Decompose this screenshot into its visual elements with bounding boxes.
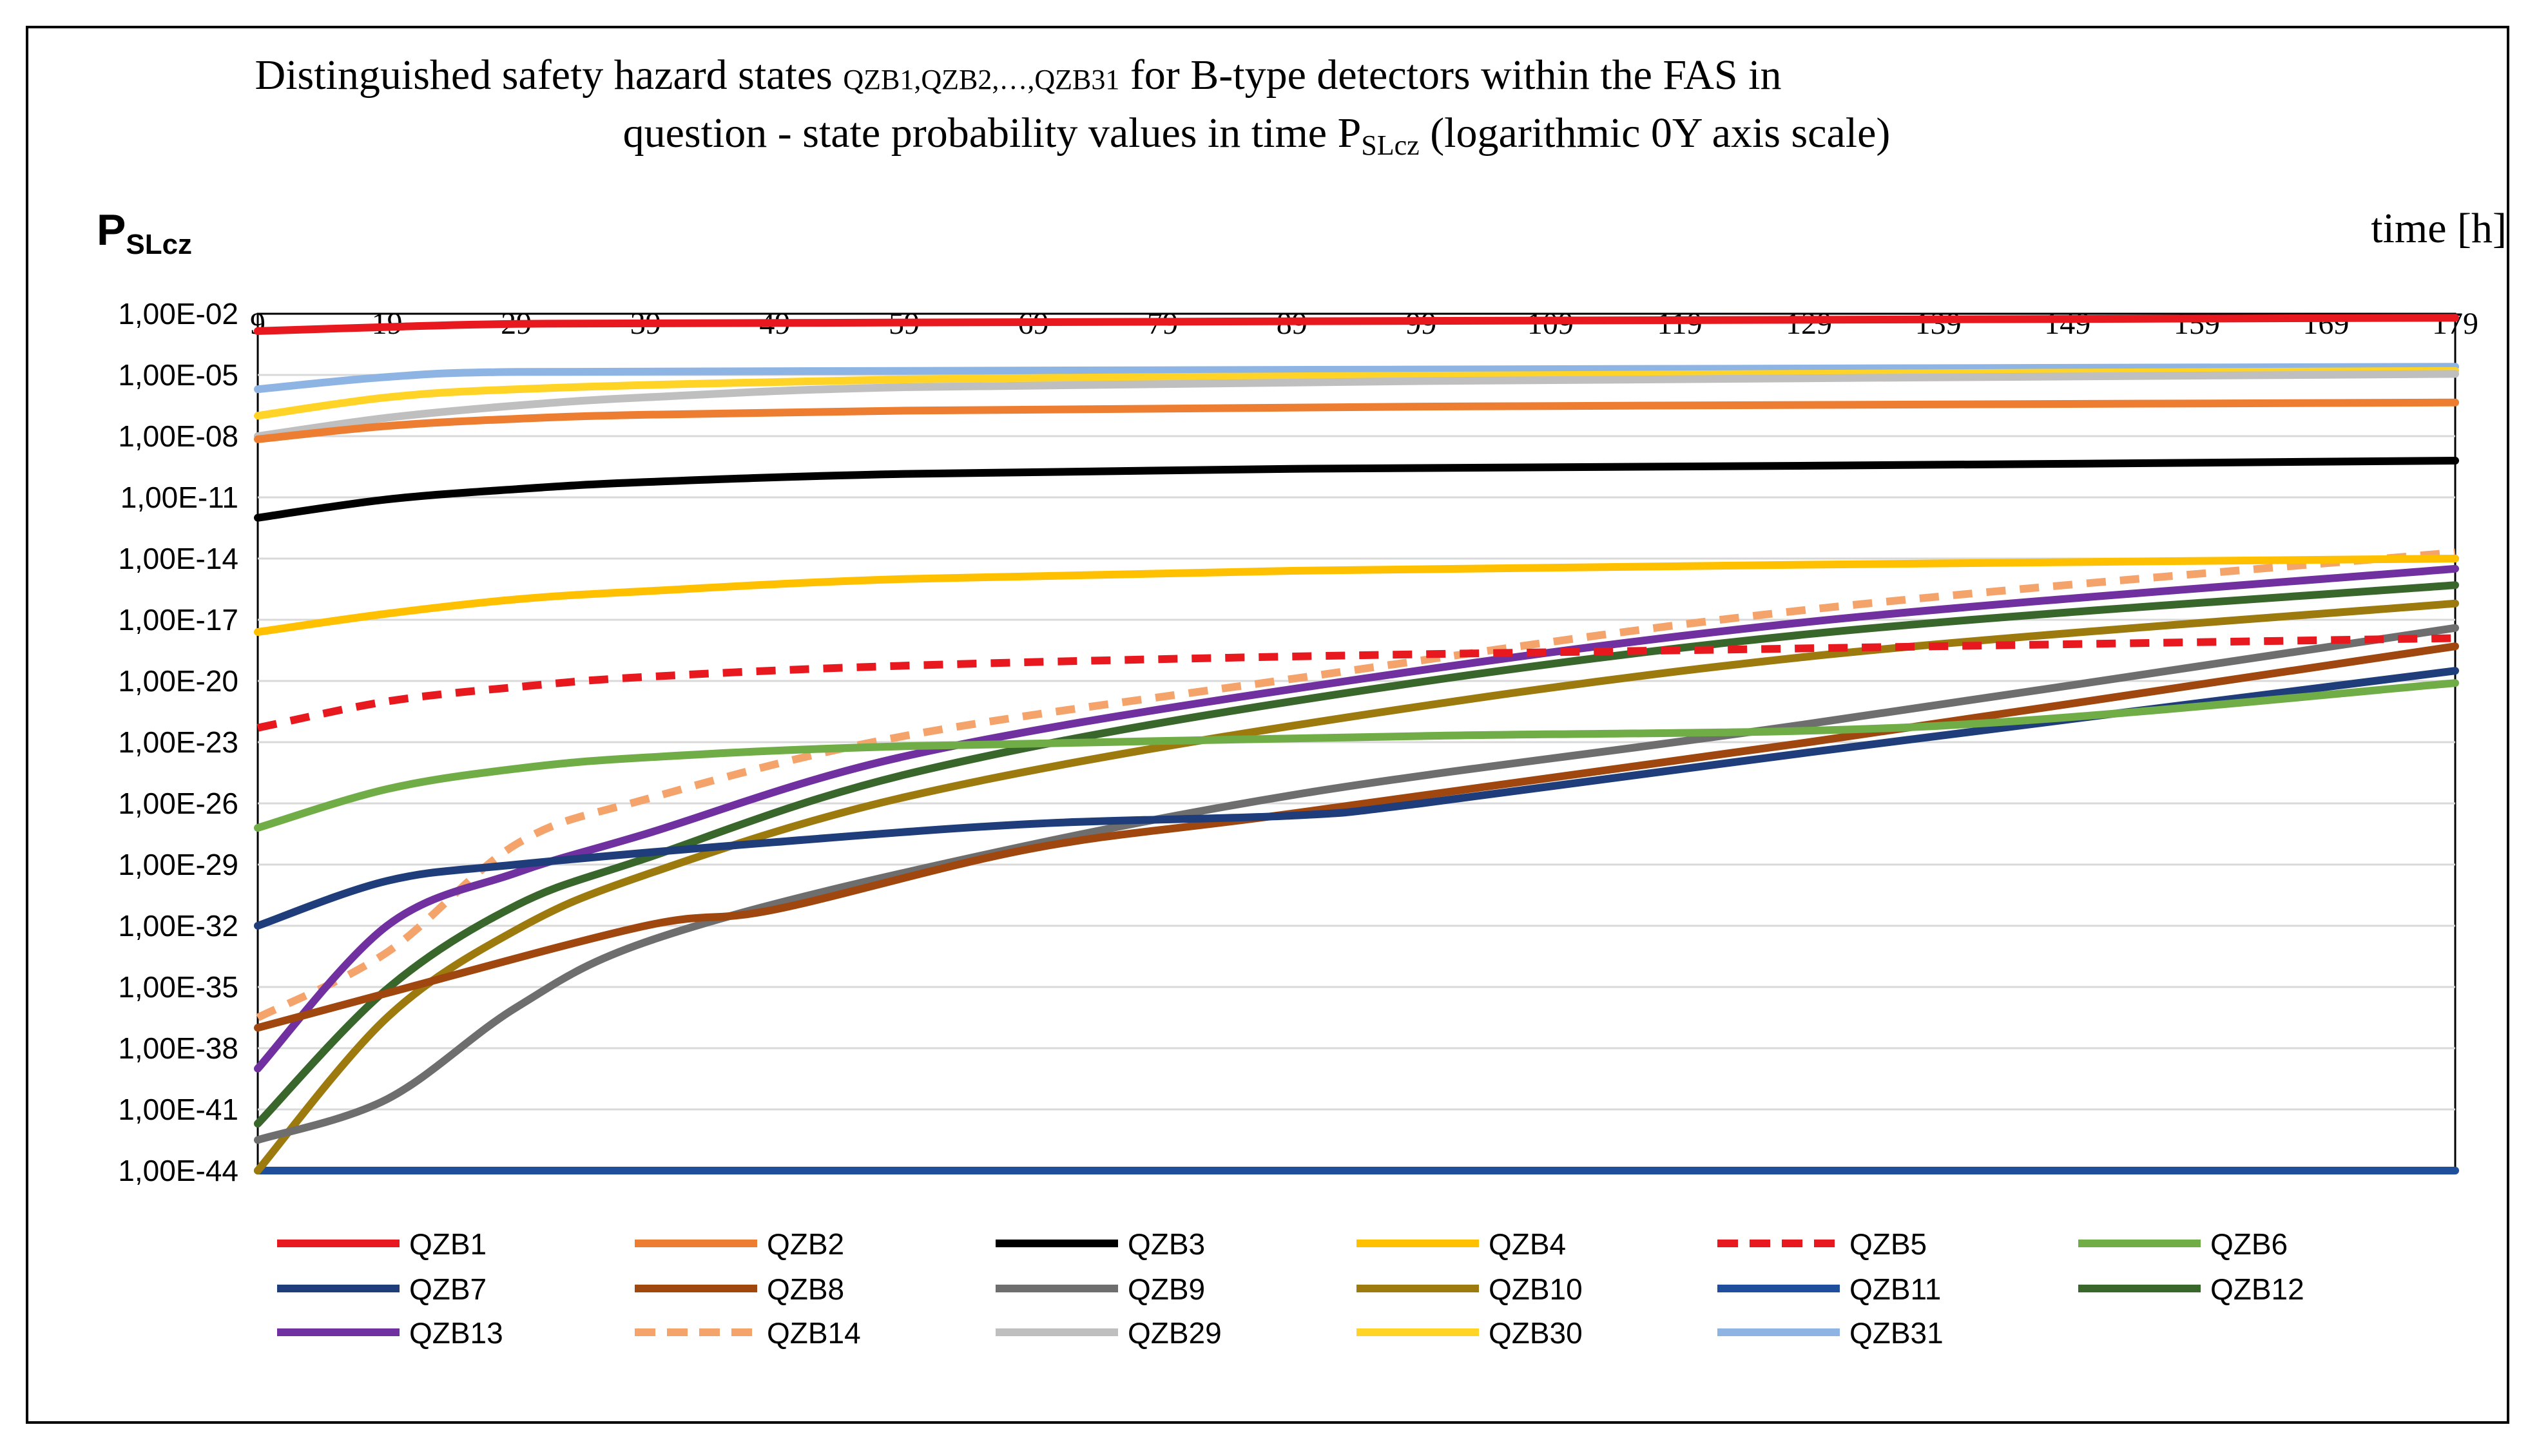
legend-item-qzb8: QZB8 bbox=[635, 1272, 844, 1306]
y-tick-label: 1,00E-26 bbox=[118, 787, 238, 820]
y-tick-label: 1,00E-29 bbox=[118, 848, 238, 881]
legend-label: QZB12 bbox=[2210, 1272, 2304, 1306]
x-tick-label: 169 bbox=[2302, 307, 2349, 341]
legend-item-qzb7: QZB7 bbox=[277, 1272, 487, 1306]
chart-title-line1: Distinguished safety hazard states QZB1,… bbox=[255, 52, 1782, 99]
legend-item-qzb9: QZB9 bbox=[996, 1272, 1205, 1306]
series-lines bbox=[254, 314, 2459, 1175]
y-tick-label: 1,00E-14 bbox=[118, 542, 238, 575]
y-tick-label: 1,00E-38 bbox=[118, 1031, 238, 1065]
x-tick-label: 9 bbox=[250, 307, 265, 341]
y-axis-label: PSLcz bbox=[97, 206, 192, 260]
legend-item-qzb6: QZB6 bbox=[2078, 1227, 2288, 1261]
legend-label: QZB4 bbox=[1489, 1227, 1566, 1261]
legend-item-qzb11: QZB11 bbox=[1717, 1272, 1941, 1306]
y-tick-label: 1,00E-35 bbox=[118, 970, 238, 1004]
x-tick-label: 139 bbox=[1915, 307, 1962, 341]
y-tick-label: 1,00E-32 bbox=[118, 909, 238, 943]
x-tick-label: 179 bbox=[2432, 307, 2478, 341]
legend-label: QZB2 bbox=[767, 1227, 844, 1261]
legend-label: QZB30 bbox=[1489, 1316, 1583, 1350]
series-line-qzb29 bbox=[254, 370, 2459, 440]
legend-label: QZB29 bbox=[1128, 1316, 1222, 1350]
y-tick-label: 1,00E-05 bbox=[118, 358, 238, 392]
legend-label: QZB10 bbox=[1489, 1272, 1583, 1306]
y-tick-label: 1,00E-17 bbox=[118, 603, 238, 637]
legend-item-qzb2: QZB2 bbox=[635, 1227, 844, 1261]
y-tick-label: 1,00E-11 bbox=[121, 481, 238, 514]
legend-label: QZB31 bbox=[1849, 1316, 1944, 1350]
legend-label: QZB3 bbox=[1128, 1227, 1205, 1261]
series-line-qzb30 bbox=[254, 367, 2459, 420]
series-line-qzb31 bbox=[254, 363, 2459, 394]
y-tick-label: 1,00E-23 bbox=[118, 725, 238, 759]
series-line-qzb2 bbox=[254, 398, 2459, 443]
legend-label: QZB6 bbox=[2210, 1227, 2288, 1261]
x-tick-label: 129 bbox=[1786, 307, 1832, 341]
series-line-qzb13 bbox=[254, 564, 2459, 1073]
y-tick-label: 1,00E-02 bbox=[118, 297, 238, 330]
series-line-qzb12 bbox=[254, 581, 2459, 1128]
x-tick-label: 159 bbox=[2174, 307, 2220, 341]
series-line-qzb7 bbox=[254, 667, 2459, 930]
legend-item-qzb14: QZB14 bbox=[635, 1316, 861, 1350]
legend-item-qzb13: QZB13 bbox=[277, 1316, 503, 1350]
y-tick-label: 1,00E-41 bbox=[118, 1093, 238, 1126]
series-line-qzb1 bbox=[254, 314, 2459, 335]
x-tick-labels: 9 19 29 39 49 59 69 79 89 99 109 119 129 139 149 159 169… bbox=[250, 307, 2478, 341]
legend-item-qzb29: QZB29 bbox=[996, 1316, 1222, 1350]
y-tick-labels: 1,00E-02 1,00E-05 1,00E-08 1,00E-11 1,00E-14… bbox=[118, 297, 238, 1187]
legend-label: QZB14 bbox=[767, 1316, 861, 1350]
legend-item-qzb31: QZB31 bbox=[1717, 1316, 1944, 1350]
legend-label: QZB8 bbox=[767, 1272, 844, 1306]
x-axis-label: time [h] bbox=[2371, 205, 2507, 252]
legend-item-qzb30: QZB30 bbox=[1356, 1316, 1583, 1350]
legend-item-qzb5: QZB5 bbox=[1717, 1227, 1927, 1261]
series-line-qzb4 bbox=[254, 555, 2459, 636]
legend-label: QZB1 bbox=[409, 1227, 487, 1261]
legend-label: QZB7 bbox=[409, 1272, 487, 1306]
series-line-qzb5 bbox=[256, 634, 2456, 732]
legend-label: QZB13 bbox=[409, 1316, 503, 1350]
legend: QZB1 QZB2 QZB3 QZB4 QZB5 QZB6 QZB7 QZB8 QZB9 QZB1… bbox=[277, 1227, 2304, 1350]
legend-item-qzb10: QZB10 bbox=[1356, 1272, 1583, 1306]
legend-item-qzb12: QZB12 bbox=[2078, 1272, 2304, 1306]
chart-title-line2: question - state probability values in t… bbox=[623, 110, 1891, 161]
legend-item-qzb3: QZB3 bbox=[996, 1227, 1205, 1261]
legend-label: QZB5 bbox=[1849, 1227, 1927, 1261]
legend-label: QZB11 bbox=[1849, 1272, 1941, 1306]
y-tick-label: 1,00E-20 bbox=[118, 664, 238, 698]
legend-item-qzb1: QZB1 bbox=[277, 1227, 487, 1261]
series-line-qzb6 bbox=[254, 679, 2459, 832]
series-line-qzb3 bbox=[254, 457, 2459, 522]
y-tick-label: 1,00E-08 bbox=[118, 419, 238, 453]
legend-item-qzb4: QZB4 bbox=[1356, 1227, 1566, 1261]
legend-label: QZB9 bbox=[1128, 1272, 1205, 1306]
x-tick-label: 149 bbox=[2044, 307, 2090, 341]
y-tick-label: 1,00E-44 bbox=[118, 1154, 238, 1187]
